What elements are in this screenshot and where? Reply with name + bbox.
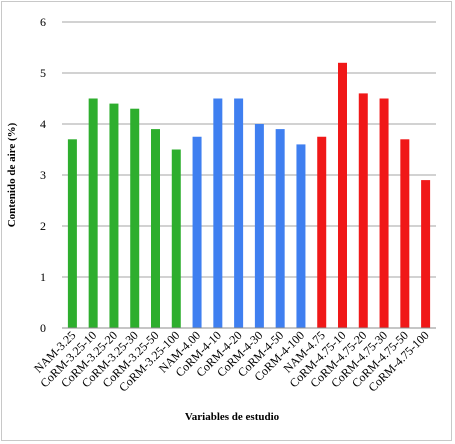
- y-axis-title: Contenido de aire (%): [6, 122, 18, 227]
- gridlines: [62, 21, 436, 278]
- bar: [67, 139, 77, 328]
- bar: [296, 144, 306, 328]
- bar: [317, 136, 327, 328]
- bar: [234, 98, 244, 328]
- bars: [67, 62, 431, 329]
- bar: [88, 98, 98, 328]
- bar: [151, 129, 160, 328]
- bar: [379, 98, 389, 328]
- bar: [275, 129, 285, 328]
- y-tick-label: 2: [40, 219, 46, 233]
- bar: [171, 149, 181, 328]
- bar: [421, 180, 431, 328]
- x-axis-title: Variables de estudio: [185, 411, 280, 423]
- y-tick-labels: 0 1 2 3 4 5 6: [40, 15, 46, 335]
- bar: [213, 98, 223, 328]
- bar: [254, 124, 264, 328]
- bar: [109, 103, 119, 328]
- y-tick-label: 4: [40, 117, 46, 131]
- y-tick-label: 0: [40, 321, 46, 335]
- bar: [358, 93, 368, 329]
- bar: [400, 139, 410, 328]
- y-tick-label: 5: [40, 66, 46, 80]
- y-tick-label: 6: [40, 15, 46, 29]
- bar: [130, 108, 140, 328]
- x-tick-labels: NAM-3.25CoRM-3.25-10CoRM-3.25-20CoRM-3.2…: [31, 328, 432, 394]
- bar: [192, 136, 202, 328]
- bar: [338, 62, 347, 329]
- y-tick-label: 3: [40, 168, 46, 182]
- y-tick-label: 1: [40, 270, 46, 284]
